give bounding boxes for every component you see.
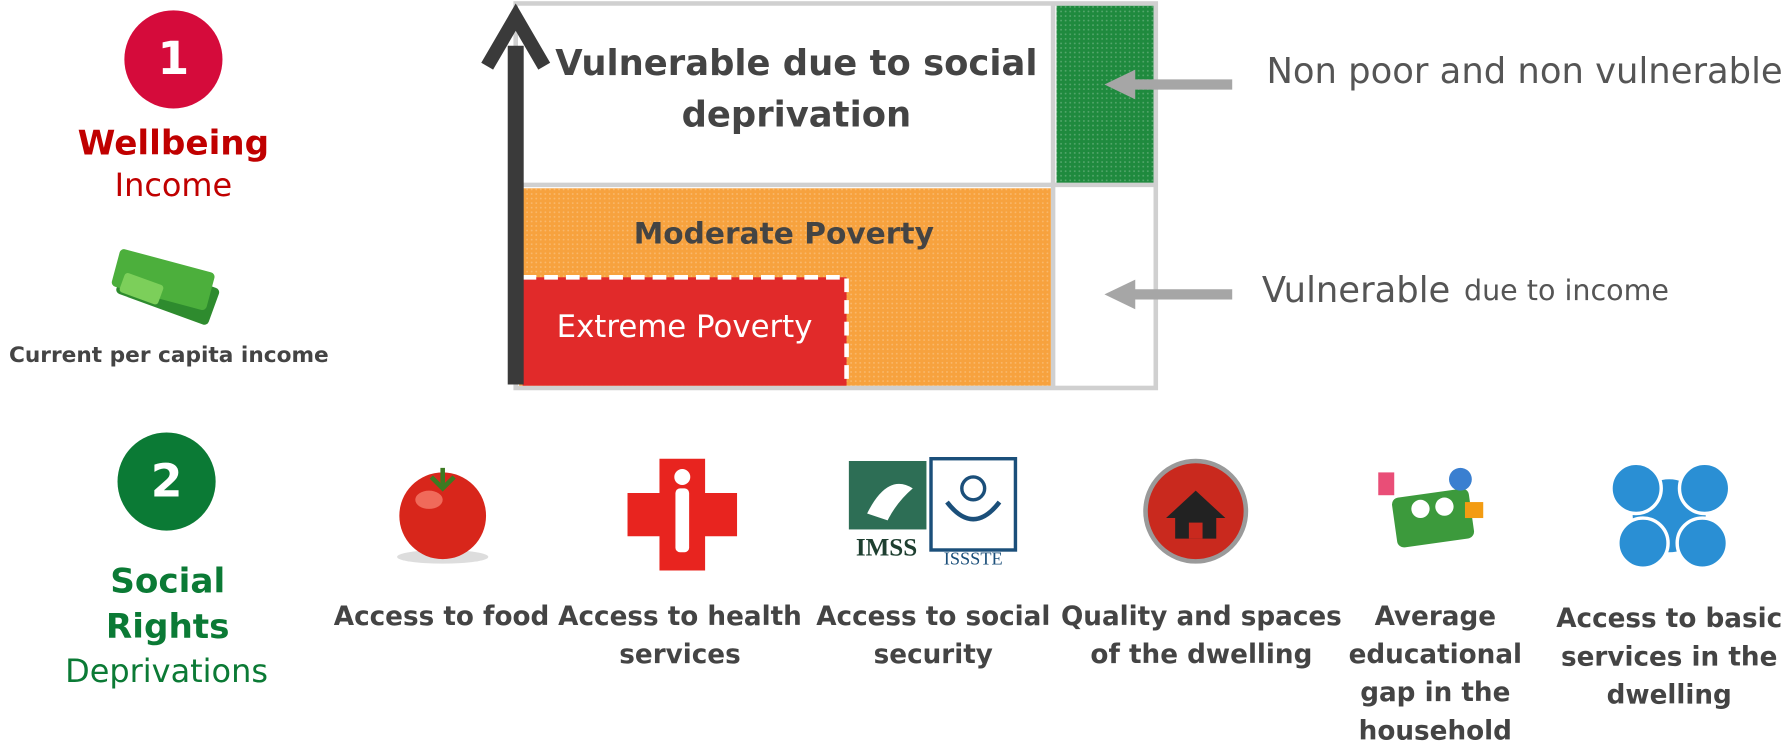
badge <box>117 432 216 531</box>
deprivation-label: gap in the <box>1360 678 1510 708</box>
deprivation-label: Access to health <box>558 602 802 632</box>
services-icon <box>1609 461 1732 570</box>
region-label: Vulnerable due to income <box>1262 270 1669 311</box>
deprivation-label: Quality and spaces <box>1061 602 1342 632</box>
badge-number: 1 <box>158 32 190 85</box>
education-icon <box>1378 467 1484 548</box>
deprivation-label: educational <box>1349 640 1522 670</box>
label-main: Vulnerable <box>1262 270 1450 311</box>
logo-text: ISSSTE <box>944 548 1003 568</box>
deprivation-label: of the dwelling <box>1090 640 1312 670</box>
money-icon <box>111 249 220 325</box>
badge <box>124 10 223 109</box>
deprivation-label: household <box>1359 716 1512 744</box>
label-rest: due to income <box>1464 274 1669 307</box>
health-icon <box>627 458 738 571</box>
region-label: Extreme Poverty <box>557 309 813 345</box>
dimension-title: Social <box>110 562 225 602</box>
deprivation-labels: Access to food Access to health services Ac… <box>334 602 1782 744</box>
deprivation-label: security <box>874 640 993 670</box>
dimension-subtitle: Income <box>115 166 233 204</box>
extreme-region <box>522 277 847 386</box>
region-label: Non poor and non vulnerable <box>1266 51 1782 92</box>
dimension-subtitle: Deprivations <box>65 652 268 690</box>
dimension-title: Wellbeing <box>78 123 269 163</box>
dashed-border <box>522 275 849 386</box>
region-label: Vulnerable due to social <box>555 43 1037 84</box>
region-label: Moderate Poverty <box>634 216 934 251</box>
deprivation-label: services in the <box>1561 642 1777 672</box>
tomato-icon <box>397 467 489 564</box>
pointer-head <box>1104 69 1136 100</box>
deprivation-label: Average <box>1375 602 1496 632</box>
logos-icon: IMSS ISSSTE <box>848 457 1018 568</box>
deprivation-label: Access to social <box>816 602 1050 632</box>
texture <box>1056 5 1154 184</box>
deprivation-label: Access to food <box>334 602 549 632</box>
logo-text: IMSS <box>856 535 917 562</box>
arrow-head <box>481 3 551 70</box>
deprivation-label: services <box>619 640 740 670</box>
badge-number: 2 <box>151 454 183 507</box>
caption: Current per capita income <box>9 343 329 368</box>
deprivation-label: dwelling <box>1607 681 1732 711</box>
deprivation-label: Access to basic <box>1556 604 1782 634</box>
pointer-head <box>1104 279 1136 310</box>
dwelling-icon <box>1143 458 1249 564</box>
dimension-title: Rights <box>106 607 230 647</box>
region-label: deprivation <box>682 94 912 135</box>
